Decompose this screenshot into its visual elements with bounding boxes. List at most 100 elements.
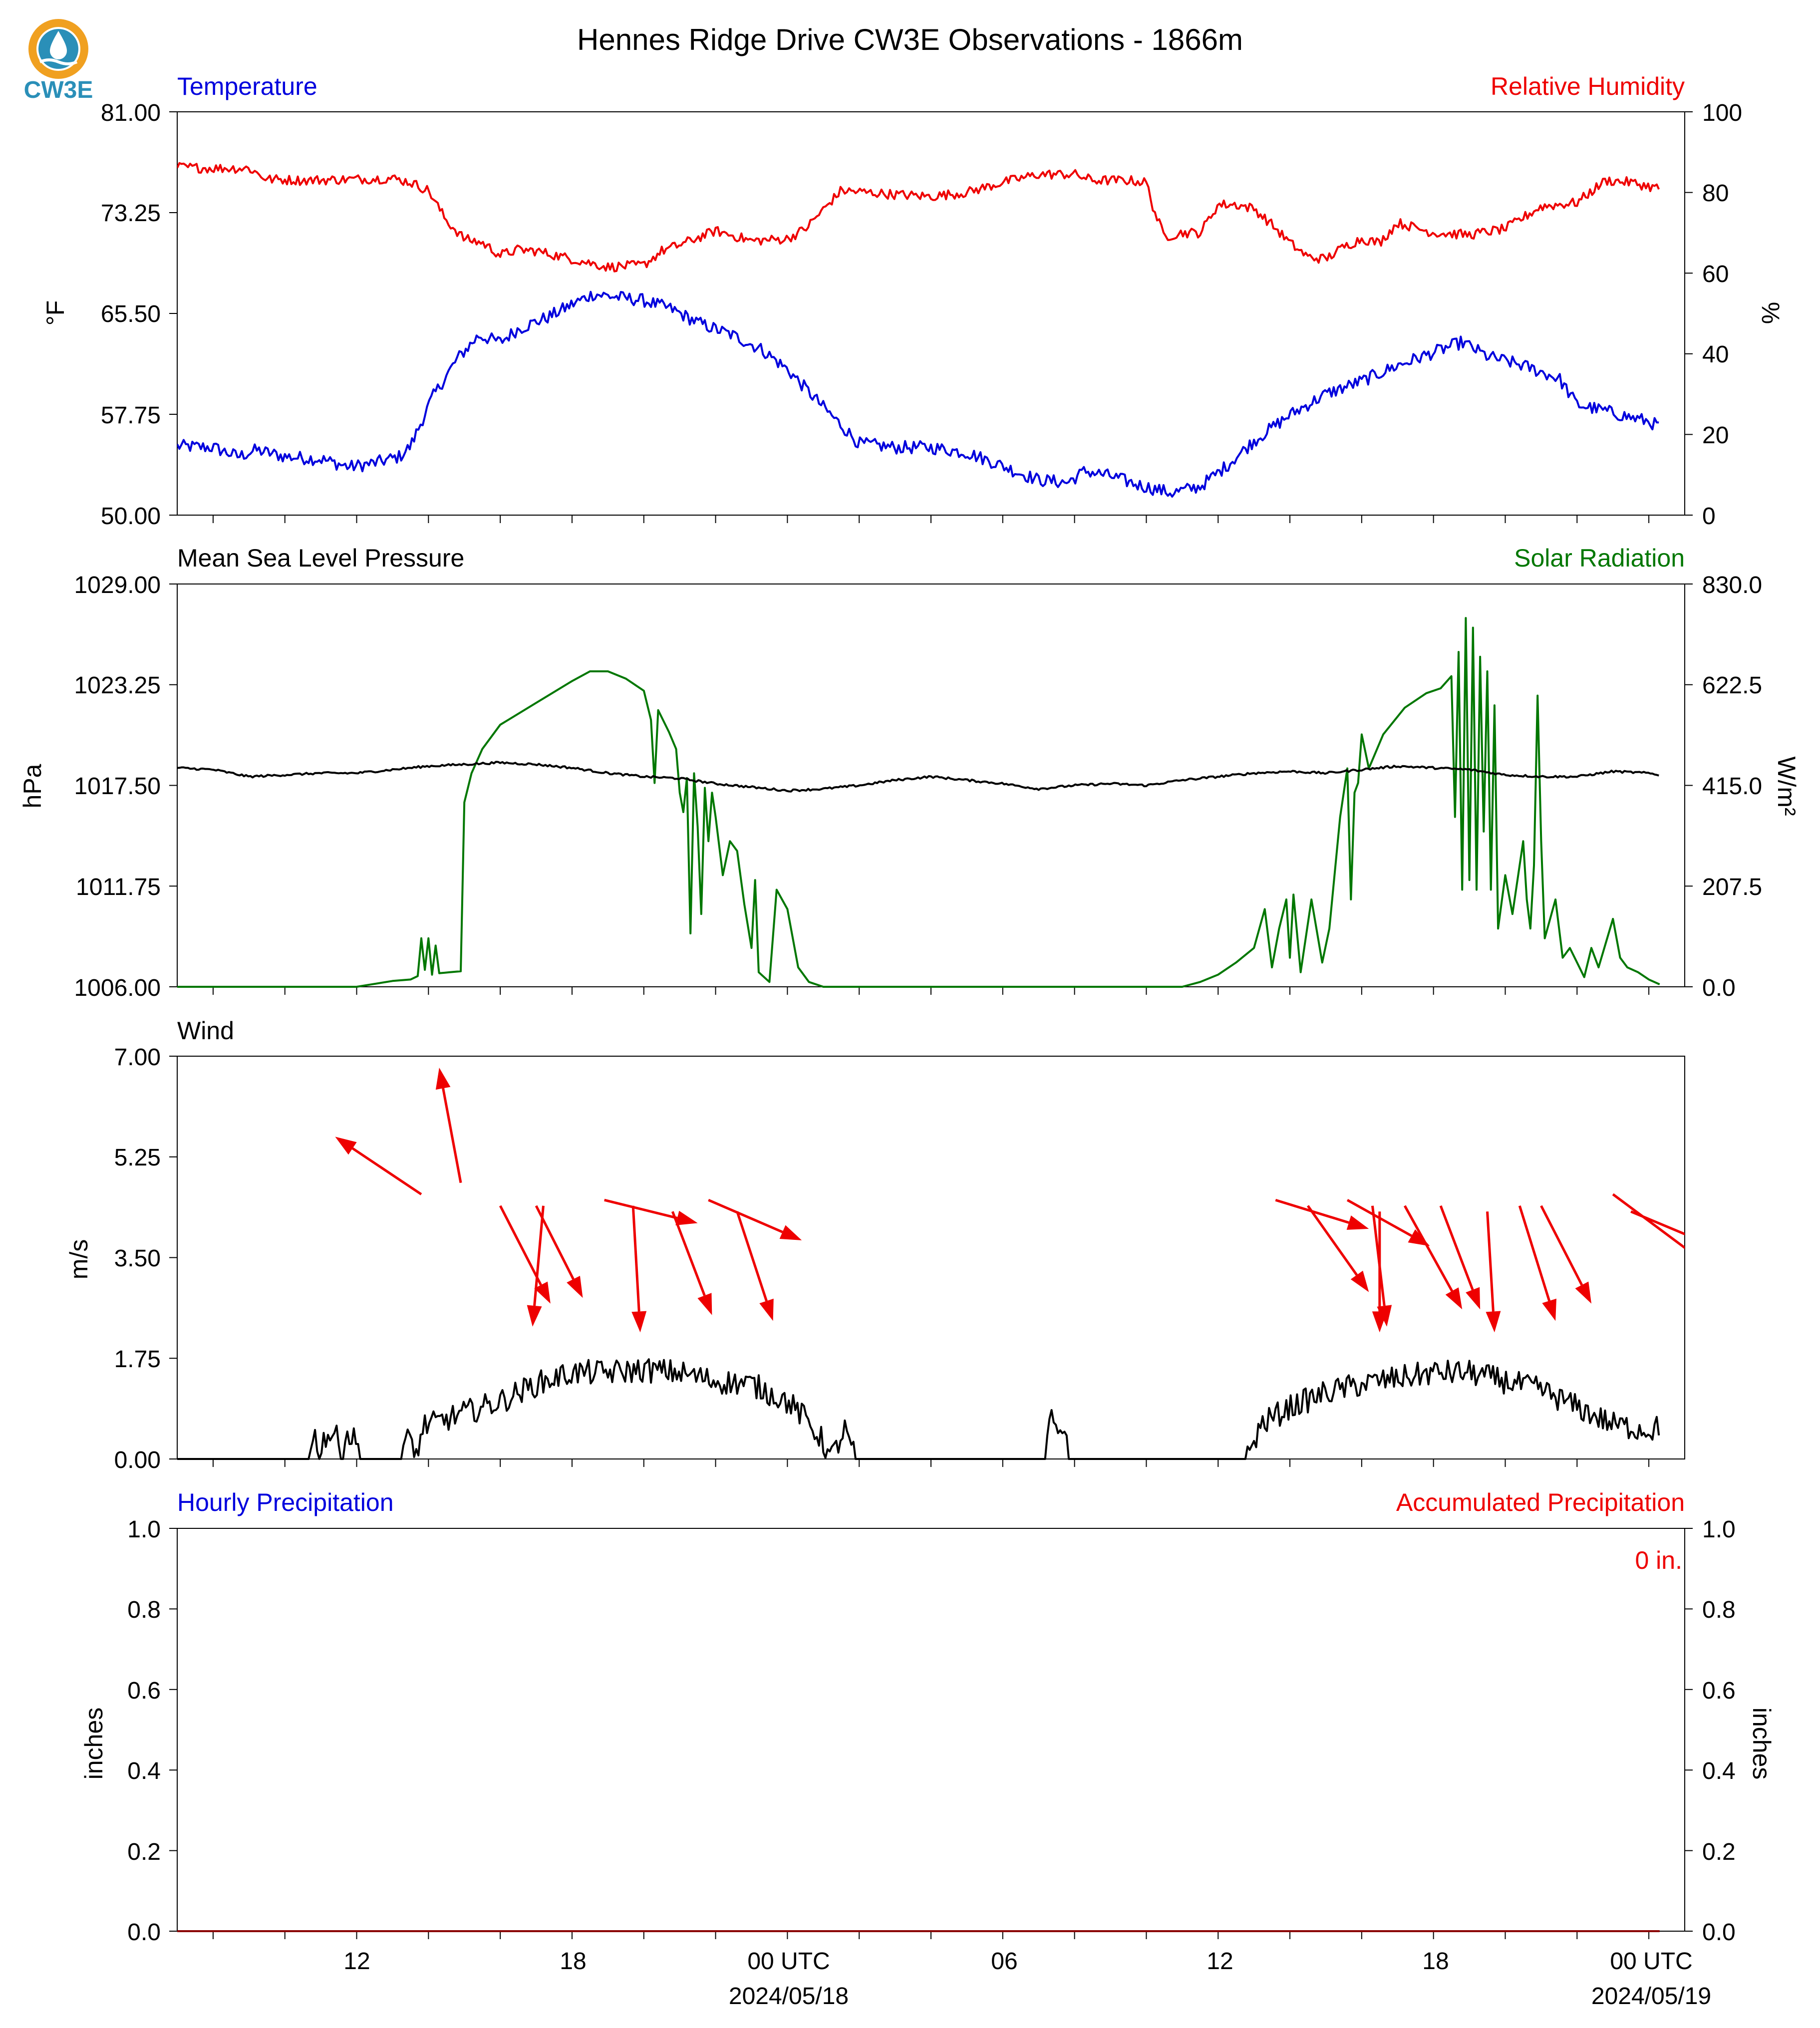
wind-arrow: [351, 1147, 422, 1195]
precip-tick-label: 0.4: [127, 1758, 161, 1784]
accum-precip-label: Accumulated Precipitation: [1396, 1488, 1685, 1516]
time-tick-label: 12: [1207, 1948, 1233, 1975]
wind-arrow-head: [1691, 1231, 1714, 1246]
pressure-tick-label: 1011.75: [76, 874, 161, 900]
time-tick-label: 18: [560, 1948, 586, 1975]
wind-arrow-head: [675, 1210, 698, 1225]
plot-frame: [177, 583, 1685, 987]
temp-tick-label: 65.50: [101, 301, 161, 327]
rh-tick-label: 40: [1702, 341, 1729, 368]
time-tick-label: 00 UTC: [1610, 1948, 1692, 1975]
wind-arrow: [442, 1088, 462, 1183]
wind-arrow-head: [335, 1137, 357, 1155]
accumulated-total: 0 in.: [1635, 1546, 1682, 1574]
plot-area: [177, 162, 1660, 498]
wind-tick-label: 5.25: [114, 1145, 161, 1171]
wind-arrow-head: [1350, 1270, 1369, 1292]
hourly-precip-unit: inches: [80, 1708, 108, 1780]
precip-tick-label: 0.6: [1702, 1678, 1736, 1704]
pressure-tick-label: 1006.00: [74, 975, 161, 1001]
wind-arrow-head: [1372, 1311, 1387, 1333]
precip-tick-label: 0.6: [127, 1678, 161, 1704]
accum-precip-unit: inches: [1748, 1708, 1776, 1780]
pressure-tick-labels: 1006.00 1011.75 1017.50 1023.25 1029.00: [74, 572, 161, 1001]
rh-tick-label: 20: [1702, 422, 1729, 449]
pressure-unit: hPa: [18, 764, 46, 808]
temperature-tick-labels: 50.00 57.75 65.50 73.25 81.00: [101, 100, 161, 530]
wind-arrow-head: [1692, 1250, 1714, 1269]
date-label: 2024/05/19: [1591, 1983, 1711, 2010]
solar-label: Solar Radiation: [1514, 544, 1685, 572]
wind-tick-label: 3.50: [114, 1245, 161, 1272]
panel-temperature-humidity: Temperature Relative Humidity °F % 50.00…: [41, 72, 1785, 530]
plot-area: [177, 1068, 1714, 1460]
wind-label: Wind: [177, 1017, 234, 1045]
precip-tick-label: 0.8: [1702, 1597, 1736, 1623]
mean-sea-level-pressure-line: [177, 761, 1659, 793]
wind-arrow: [1486, 1211, 1495, 1312]
wind-arrow-head: [1445, 1287, 1463, 1310]
rh-tick-label: 0: [1702, 503, 1716, 530]
wind-arrow: [1403, 1205, 1454, 1292]
precipitation-plot: [169, 1528, 1693, 1939]
pressure-solar-plot: [169, 583, 1693, 995]
rh-tick-label: 80: [1702, 180, 1729, 207]
wind-tick-label: 1.75: [114, 1346, 161, 1373]
precip-tick-label: 0.2: [1702, 1839, 1736, 1865]
wind-arrow-head: [1575, 1281, 1592, 1304]
wind-arrow: [533, 1205, 545, 1306]
precip-tick-label: 0.8: [127, 1597, 161, 1623]
wind-arrow-head: [631, 1311, 647, 1333]
wind-arrow: [499, 1205, 542, 1286]
wind-arrow: [1612, 1193, 1685, 1249]
wind-arrow: [671, 1211, 706, 1296]
relative-humidity-line: [177, 162, 1660, 273]
temperature-unit: °F: [41, 300, 69, 326]
wind-arrow-head: [1486, 1311, 1501, 1333]
wind-arrow-head: [1346, 1215, 1369, 1230]
temp-tick-label: 73.25: [101, 200, 161, 227]
precip-left-tick-labels: 0.0 0.2 0.4 0.6 0.8 1.0: [127, 1516, 161, 1946]
panel-precipitation: Hourly Precipitation Accumulated Precipi…: [80, 1488, 1776, 1946]
temperature-line: [177, 290, 1659, 498]
water-drop-icon: [50, 31, 67, 59]
wind-arrow-head: [1542, 1298, 1556, 1321]
pressure-tick-label: 1023.25: [74, 672, 161, 699]
wind-tick-labels: 0.00 1.75 3.50 5.25 7.00: [114, 1044, 161, 1473]
wind-arrow: [1518, 1205, 1551, 1301]
time-tick-label: 06: [991, 1948, 1017, 1975]
wind-arrow-head: [567, 1275, 583, 1298]
time-tick-label: 12: [343, 1948, 370, 1975]
wind-arrow-head: [1466, 1287, 1481, 1310]
solar-unit: W/m²: [1773, 756, 1801, 816]
humidity-label: Relative Humidity: [1491, 72, 1685, 100]
precip-tick-label: 1.0: [1702, 1516, 1736, 1543]
wind-arrow-head: [759, 1298, 774, 1321]
wind-unit: m/s: [65, 1239, 93, 1280]
temp-tick-label: 50.00: [101, 503, 161, 530]
temperature-humidity-plot: [169, 111, 1693, 523]
temp-tick-label: 57.75: [101, 402, 161, 429]
wind-arrow-head: [779, 1225, 802, 1240]
wind-arrow: [708, 1198, 783, 1233]
time-tick-label: 18: [1422, 1948, 1449, 1975]
wind-arrow: [1540, 1205, 1583, 1286]
cw3e-logo: CW3E: [24, 19, 93, 103]
solar-tick-labels: 0.0 207.5 415.0 622.5 830.0: [1702, 572, 1762, 1001]
rh-tick-label: 60: [1702, 261, 1729, 288]
plot-area: [177, 617, 1660, 988]
plot-frame: [177, 1528, 1685, 1932]
precip-tick-label: 0.0: [1702, 1919, 1736, 1946]
solar-radiation-line: [177, 617, 1660, 988]
logo-ring: [28, 19, 88, 79]
precip-tick-label: 1.0: [127, 1516, 161, 1543]
precip-right-tick-labels: 0.0 0.2 0.4 0.6 0.8 1.0: [1702, 1516, 1736, 1946]
humidity-unit: %: [1757, 302, 1785, 324]
time-tick-label: 00 UTC: [747, 1948, 830, 1975]
solar-tick-label: 830.0: [1702, 572, 1762, 598]
hourly-precip-label: Hourly Precipitation: [177, 1488, 394, 1516]
time-axis-labels: 12 18 00 UTC 2024/05/18 06 12 18 00 UTC …: [343, 1948, 1711, 2010]
wind-arrow-head: [697, 1293, 712, 1315]
solar-tick-label: 0.0: [1702, 975, 1736, 1001]
temp-tick-label: 81.00: [101, 100, 161, 126]
